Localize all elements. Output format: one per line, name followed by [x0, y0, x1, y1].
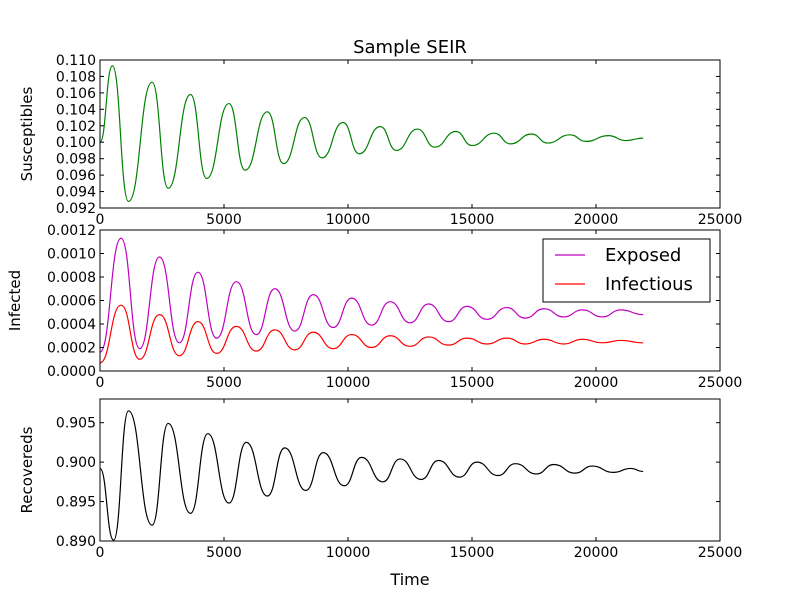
x-tick-label: 25000 [698, 375, 743, 391]
y-tick-label: 0.0006 [47, 294, 96, 310]
x-tick-label: 15000 [450, 212, 495, 228]
y-tick-label: 0.094 [56, 185, 96, 201]
plot-frame [99, 398, 721, 542]
y-axis-label: Recovereds [18, 426, 36, 513]
legend-box [542, 238, 711, 303]
x-tick-label: 0 [96, 212, 105, 228]
y-tick-label: 0.100 [56, 135, 96, 151]
series-line-exposed [99, 237, 644, 353]
x-tick-label: 25000 [698, 545, 743, 561]
x-tick-label: 5000 [206, 545, 242, 561]
series-line-infectious [99, 304, 644, 364]
series-line-p3-1 [99, 410, 644, 541]
x-tick-label: 0 [96, 375, 105, 391]
subplots: 0 5000 10000 15000 20000 25000 0.0920.0940.096… [6, 53, 742, 561]
y-tick-label: 0.098 [56, 152, 96, 168]
x-tick-label: 10000 [326, 545, 371, 561]
x-tick-label: 15000 [450, 375, 495, 391]
y-tick-label: 0.104 [56, 102, 96, 118]
y-tick-label: 0.096 [56, 168, 96, 184]
y-tick-label: 0.110 [56, 53, 96, 69]
x-tick-label: 25000 [698, 212, 743, 228]
y-tick-label: 0.900 [56, 455, 96, 471]
y-tick-label: 0.0012 [47, 223, 96, 239]
subplot-1: 0 5000 10000 15000 20000 25000 0.0920.0940.096… [18, 53, 742, 228]
subplot-3: 0 5000 10000 15000 20000 25000 0.890 0.895 0.900… [18, 398, 743, 561]
x-tick-label: 5000 [206, 212, 242, 228]
plot-area [100, 399, 720, 541]
plot-frame [99, 59, 721, 209]
x-tick-label: 10000 [326, 212, 371, 228]
y-tick-label: 0.0000 [47, 364, 96, 380]
x-axis-label: Time [389, 570, 429, 589]
y-axis-label: Susceptibles [18, 87, 36, 182]
series-line-p1-1 [99, 65, 644, 203]
y-tick-label: 0.0002 [47, 341, 96, 357]
legend: Exposed Infectious [542, 238, 711, 303]
x-tick-label: 0 [96, 545, 105, 561]
y-tick-label: 0.0008 [47, 270, 96, 286]
legend-label: Exposed [605, 245, 681, 266]
y-tick-label: 0.0004 [47, 317, 96, 333]
x-tick-label: 20000 [574, 212, 619, 228]
y-tick-label: 0.890 [56, 534, 96, 550]
x-tick-label: 5000 [206, 375, 242, 391]
y-tick-label: 0.108 [56, 69, 96, 85]
y-tick-label: 0.106 [56, 86, 96, 102]
x-tick-label: 15000 [450, 545, 495, 561]
legend-label: Infectious [605, 274, 693, 295]
y-tick-label: 0.905 [56, 416, 96, 432]
x-tick-label: 10000 [326, 375, 371, 391]
y-axis-label: Infected [6, 270, 24, 331]
subplot-2: 0 5000 10000 15000 20000 25000 0.0000 0.0002 0.0… [6, 223, 742, 391]
x-tick-label: 20000 [574, 545, 619, 561]
x-tick-label: 20000 [574, 375, 619, 391]
y-tick-label: 0.102 [56, 119, 96, 135]
y-tick-label: 0.895 [56, 495, 96, 511]
y-tick-label: 0.092 [56, 201, 96, 217]
y-tick-label: 0.0010 [47, 247, 96, 263]
chart-title: Sample SEIR [353, 37, 467, 58]
